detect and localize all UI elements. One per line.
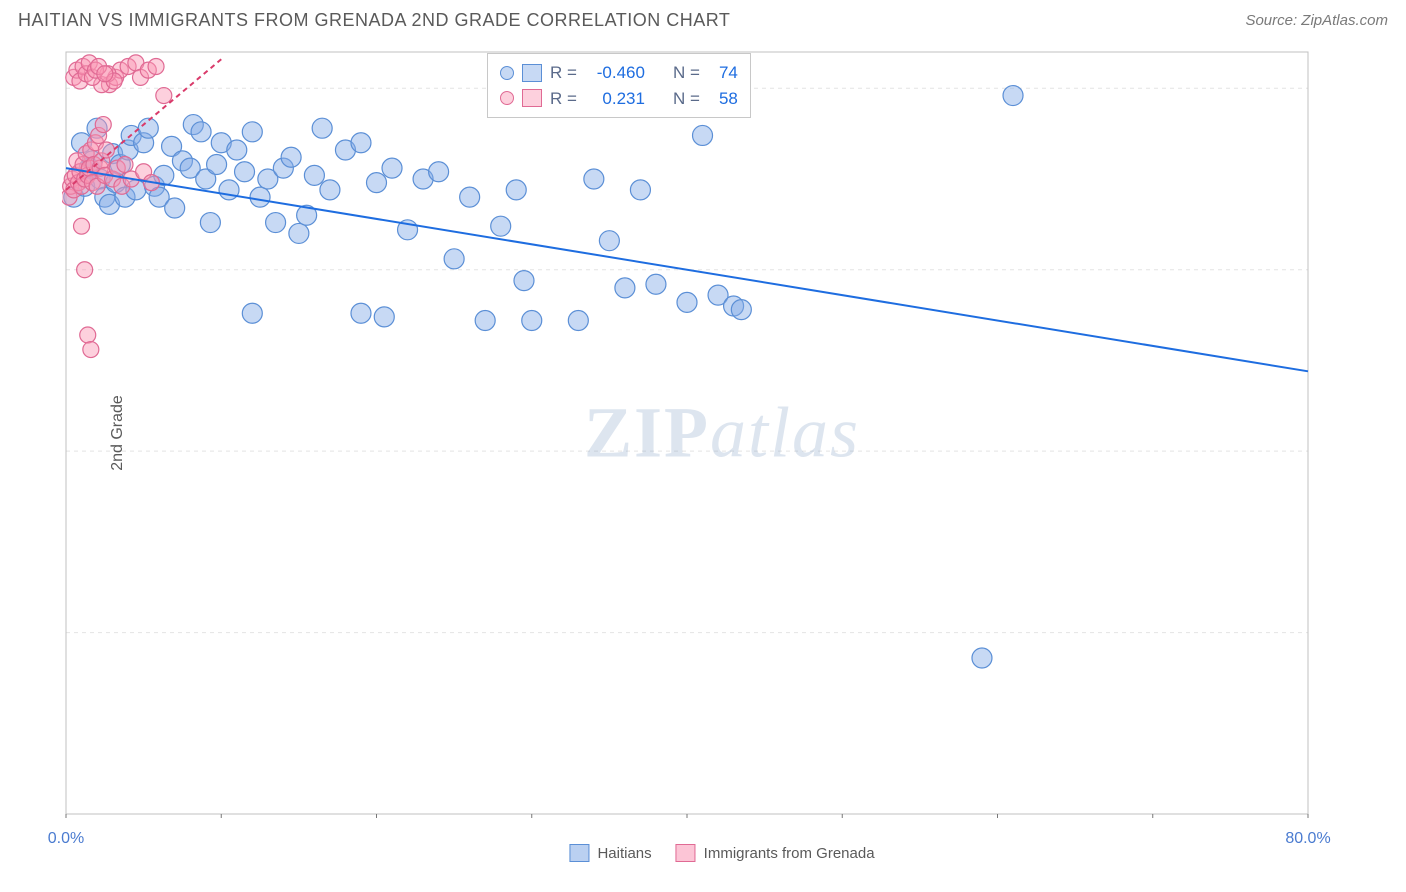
legend-item: Immigrants from Grenada: [676, 844, 875, 862]
n-label: N =: [673, 60, 700, 86]
r-value: -0.460: [585, 60, 645, 86]
legend-swatch-icon: [676, 844, 696, 862]
legend-label: Haitians: [597, 845, 651, 862]
series-swatch-icon: [522, 89, 542, 107]
series-marker-icon: [500, 66, 514, 80]
legend-swatch-icon: [569, 844, 589, 862]
x-tick-label: 0.0%: [48, 830, 84, 848]
y-axis-label: 2nd Grade: [109, 395, 127, 471]
r-label: R =: [550, 86, 577, 112]
x-tick-label: 80.0%: [1285, 830, 1330, 848]
scatter-chart: [62, 48, 1312, 818]
n-label: N =: [673, 86, 700, 112]
legend-label: Immigrants from Grenada: [704, 845, 875, 862]
r-value: 0.231: [585, 86, 645, 112]
n-value: 74: [708, 60, 738, 86]
r-label: R =: [550, 60, 577, 86]
chart-container: 2nd Grade ZIPatlas R =-0.460N =74R =0.23…: [62, 48, 1382, 818]
n-value: 58: [708, 86, 738, 112]
series-marker-icon: [500, 91, 514, 105]
series-swatch-icon: [522, 64, 542, 82]
stat-row: R = 0.231 N = 58: [500, 86, 738, 112]
header: HAITIAN VS IMMIGRANTS FROM GRENADA 2ND G…: [0, 0, 1406, 37]
bottom-legend: Haitians Immigrants from Grenada: [569, 844, 874, 862]
source-label: Source: ZipAtlas.com: [1245, 12, 1388, 29]
correlation-stats-box: R = -0.460 N = 74 R = 0.231 N = 58: [487, 53, 751, 118]
stat-row: R = -0.460 N = 74: [500, 60, 738, 86]
legend-item: Haitians: [569, 844, 651, 862]
page-title: HAITIAN VS IMMIGRANTS FROM GRENADA 2ND G…: [18, 10, 730, 31]
